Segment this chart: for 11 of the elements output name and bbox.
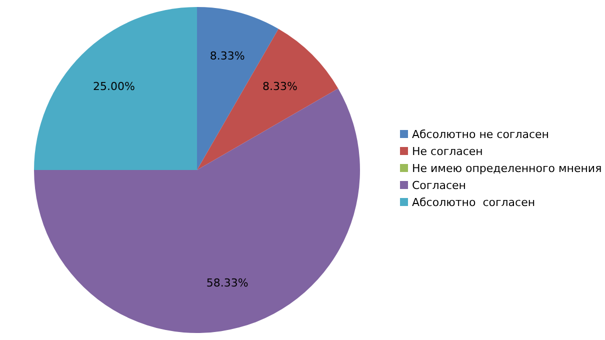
legend-label: Не имею определенного мнения [412, 162, 602, 175]
data-label: 8.33% [210, 50, 245, 63]
data-label: 8.33% [262, 80, 298, 94]
pie-slice [34, 7, 197, 170]
legend-label: Не согласен [412, 145, 483, 158]
pie-slice [197, 28, 338, 170]
legend-label: Абсолютно не согласен [412, 128, 549, 141]
data-label: 25.00% [93, 80, 135, 94]
data-label: 58.33% [206, 276, 248, 290]
legend-label: Абсолютно согласен [412, 196, 536, 209]
legend-label: Согласен [412, 179, 466, 192]
